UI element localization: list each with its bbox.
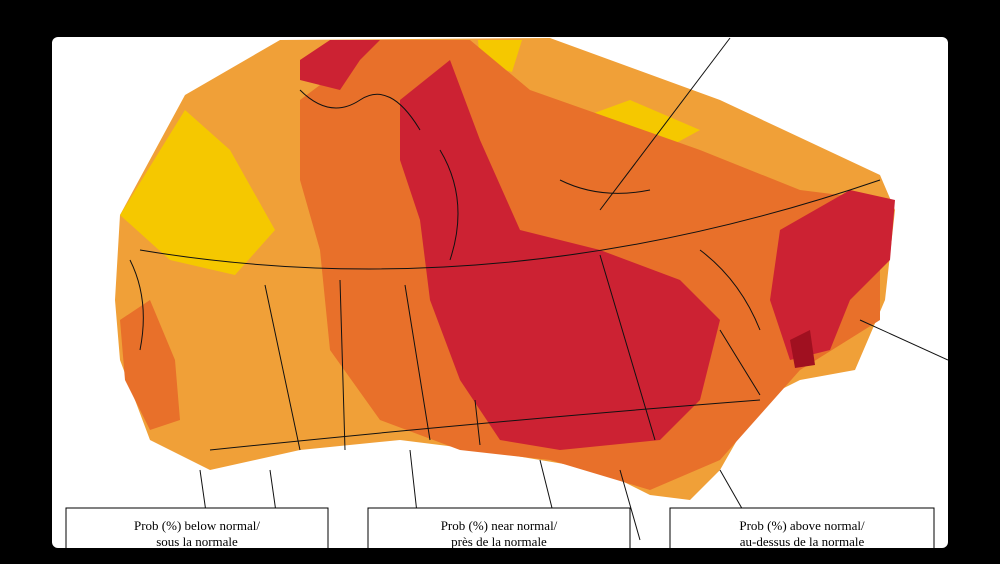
legend-label: Prob (%) near normal/ xyxy=(441,518,558,533)
region-red-north xyxy=(300,40,380,90)
legend-label: au-dessus de la normale xyxy=(740,534,865,549)
region-red xyxy=(400,60,720,450)
map: Prob (%) below normal/ sous la normale P… xyxy=(65,37,948,549)
legend-label: Prob (%) above normal/ xyxy=(739,518,865,533)
region-yellow-west xyxy=(120,110,275,275)
region-red-east xyxy=(770,190,895,360)
meridian-line xyxy=(859,319,948,361)
region-dark-red xyxy=(790,330,815,368)
legend-box xyxy=(669,507,935,548)
legend-box xyxy=(367,507,631,548)
legend-label: près de la normale xyxy=(451,534,547,549)
legend: Prob (%) below normal/ sous la normale P… xyxy=(65,507,935,549)
latitude-line xyxy=(139,179,881,270)
region-dark-orange-west xyxy=(120,300,180,430)
legend-label: Prob (%) below normal/ xyxy=(134,518,260,533)
border-line xyxy=(209,399,761,451)
us-border xyxy=(199,449,761,541)
legend-box xyxy=(65,507,329,548)
meridian-line xyxy=(599,37,731,211)
coast-line xyxy=(129,89,761,351)
border-line xyxy=(264,254,761,451)
legend-label: sous la normale xyxy=(156,534,238,549)
